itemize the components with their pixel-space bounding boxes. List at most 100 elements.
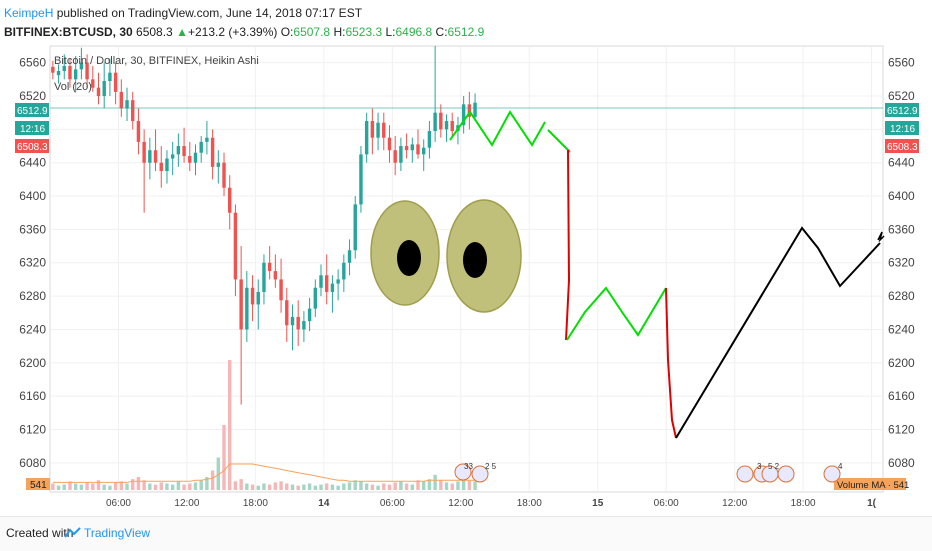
x-tick-label: 12:00: [448, 498, 473, 509]
tradingview-logo-icon: [64, 527, 81, 538]
x-tick-label: 18:00: [243, 498, 268, 509]
volume-legend[interactable]: Vol (20): [54, 81, 92, 93]
candle-body: [387, 137, 392, 151]
flag-icon[interactable]: [823, 465, 841, 483]
price-chart[interactable]: 6080 6120 6160 6200 6240 6280 6320 6360 6400 6440…: [0, 0, 932, 516]
candle-body: [296, 316, 300, 330]
volume-bar: [68, 481, 72, 490]
candle-body: [336, 279, 340, 284]
volume-bar: [216, 457, 221, 490]
event-badge: 2 5: [485, 462, 497, 471]
candle-body: [51, 66, 55, 73]
candle-body: [342, 262, 346, 280]
publish-info: published on TradingView.com, June 14, 2…: [56, 6, 363, 20]
candle-body: [439, 112, 443, 130]
right-price-axis: 6080 6120 6160 6200 6240 6280 6320 6360 6400 6440…: [888, 56, 915, 470]
candle-body: [473, 102, 477, 117]
tradingview-link[interactable]: TradingView: [84, 526, 151, 540]
y-tick-label: 6160: [19, 389, 46, 403]
flag-icon[interactable]: [454, 463, 472, 481]
high-value: 6523.3: [345, 25, 383, 39]
candle-body: [245, 287, 249, 330]
volume-bar: [325, 483, 329, 490]
volume-bar: [456, 481, 460, 490]
candle-body: [404, 146, 409, 151]
y-tick-label: 6520: [19, 89, 46, 103]
candle-body: [461, 104, 466, 126]
volume-value-left: 541: [30, 480, 47, 491]
left-price-axis: 6080 6120 6160 6200 6240 6280 6320 6360 6400 6440…: [19, 56, 46, 470]
close-label: C:: [435, 25, 448, 39]
y-tick-label: 6440: [19, 156, 46, 170]
drawn-black-line: [675, 226, 881, 439]
candle-body: [119, 91, 124, 109]
candle-body: [62, 66, 66, 72]
y-tick-label: 6120: [888, 422, 915, 436]
drawn-red-drop: [665, 287, 677, 439]
flag-icon[interactable]: [736, 465, 754, 483]
last-price-badge-left: [15, 139, 49, 153]
volume-bar: [267, 484, 272, 490]
open-value: 6507.8: [293, 25, 331, 39]
event-flags[interactable]: 33 2 5 3 5 2 4: [454, 462, 843, 483]
y-tick-label: 6360: [19, 222, 46, 236]
volume-bar: [222, 425, 226, 490]
candle-body: [210, 137, 215, 167]
last-price-left: 6508.3: [17, 142, 48, 153]
high-label: H:: [333, 25, 346, 39]
last-price: 6508.3: [136, 25, 173, 39]
candle-body: [91, 79, 95, 88]
volume-bar: [125, 483, 129, 490]
volume-bar: [119, 481, 124, 490]
volume-bar: [233, 481, 238, 490]
author-link[interactable]: KeimpeH: [4, 6, 54, 20]
y-tick-label: 6200: [19, 356, 46, 370]
candle-body: [364, 121, 369, 155]
volume-bar: [165, 483, 169, 490]
x-tick-label: 18:00: [791, 498, 816, 509]
volume-bar: [399, 481, 403, 490]
candle-body: [159, 162, 163, 172]
candle-body: [273, 271, 278, 280]
y-tick-label: 6320: [888, 256, 915, 270]
volume-bar: [421, 481, 426, 490]
candle-body: [188, 156, 192, 163]
candle-body: [148, 150, 152, 163]
candle-body: [410, 144, 415, 151]
flag-icon[interactable]: [777, 465, 795, 483]
volume-bar: [193, 482, 198, 490]
candle-body: [233, 212, 238, 280]
publish-line: KeimpeH published on TradingView.com, Ju…: [4, 6, 362, 20]
volume-bar: [79, 484, 84, 490]
volume-bar: [250, 484, 255, 490]
created-with-label: Created with: [6, 526, 74, 540]
low-label: L:: [385, 25, 396, 39]
y-tick-label: 6280: [888, 289, 915, 303]
candle-body: [170, 154, 175, 159]
candle-body: [262, 262, 266, 292]
candle-body: [113, 72, 118, 92]
volume-bar: [461, 479, 466, 490]
volume-bar: [148, 483, 152, 490]
current-price-badge-left: [15, 103, 49, 117]
low-value: 6496.8: [395, 25, 433, 39]
left-pupil-icon: [397, 240, 421, 276]
series-legend[interactable]: Bitcoin / Dollar, 30, BITFINEX, Heikin A…: [54, 55, 259, 67]
volume-bar: [273, 482, 278, 490]
volume-bar: [370, 484, 375, 490]
candle-body: [285, 300, 289, 326]
event-badge: 3: [757, 462, 762, 471]
y-tick-label: 6240: [888, 322, 915, 336]
candle-body: [279, 279, 283, 301]
candle-body: [176, 146, 181, 155]
y-tick-label: 6280: [19, 289, 46, 303]
candle-body: [359, 154, 363, 205]
candle-body: [290, 316, 295, 326]
flag-icon[interactable]: [471, 465, 489, 483]
volume-bar: [387, 484, 392, 490]
volume-bar: [256, 485, 260, 490]
y-tick-label: 6080: [888, 456, 915, 470]
candle-series: [51, 46, 477, 405]
candle-body: [193, 152, 198, 163]
volume-bar: [188, 483, 192, 490]
